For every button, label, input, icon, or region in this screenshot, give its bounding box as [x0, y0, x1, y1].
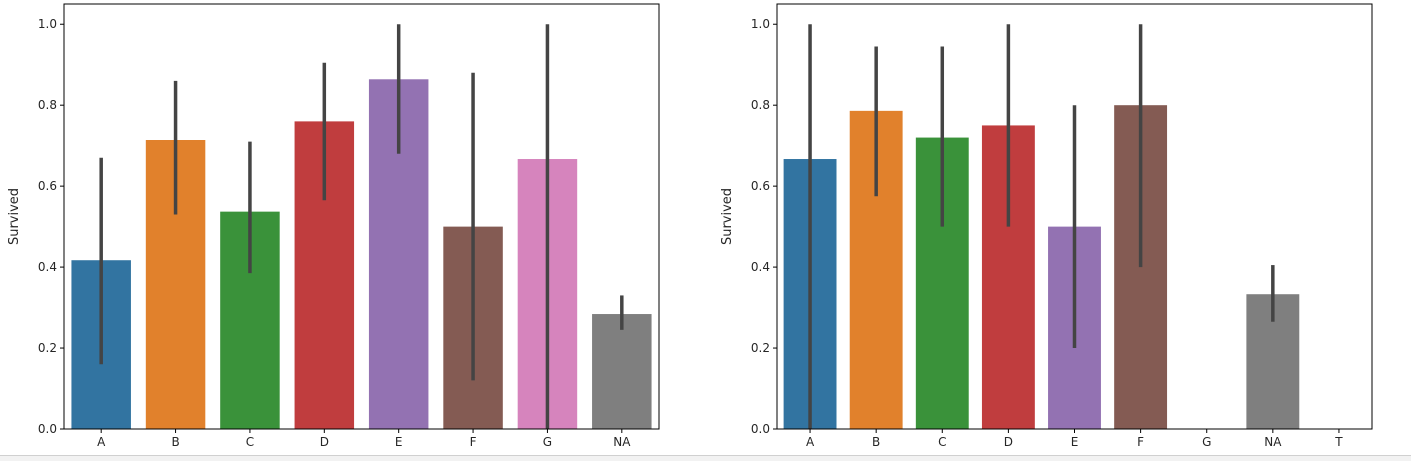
x-tick-label: D [1004, 435, 1013, 449]
y-tick-label: 0.6 [751, 179, 770, 193]
y-axis-title: Survived [7, 188, 22, 245]
y-tick-label: 0.8 [38, 98, 57, 112]
x-tick-label: G [543, 435, 552, 449]
x-tick-label: D [320, 435, 329, 449]
x-tick-label: A [806, 435, 815, 449]
x-tick-label: C [938, 435, 946, 449]
y-tick-label: 0.8 [751, 98, 770, 112]
x-tick-label: NA [613, 435, 631, 449]
y-tick-label: 0.0 [38, 422, 57, 436]
y-tick-label: 0.0 [751, 422, 770, 436]
plot-frame [63, 3, 660, 430]
y-tick-label: 0.4 [38, 260, 57, 274]
x-tick-label: NA [1264, 435, 1282, 449]
y-tick-label: 1.0 [38, 17, 57, 31]
bottom-scroll-edge [0, 455, 1411, 461]
y-axis-title: Survived [720, 188, 735, 245]
y-tick-label: 0.2 [38, 341, 57, 355]
chart-1: A B C D E F G NA 0.0 0.2 0.4 0.6 0.8 1.0 Survived [7, 3, 660, 449]
bar-NA [592, 314, 652, 429]
x-tick-label: E [1071, 435, 1079, 449]
y-tick-label: 0.4 [751, 260, 770, 274]
y-tick-label: 0.2 [751, 341, 770, 355]
x-tick-label: B [171, 435, 179, 449]
plot-frame [776, 3, 1373, 430]
x-tick-label: E [395, 435, 403, 449]
x-tick-label: C [246, 435, 254, 449]
chart-2: A B C D E F G NA T 0.0 0.2 0.4 0.6 0.8 1.0 Survived [720, 3, 1373, 449]
x-tick-label: F [1137, 435, 1144, 449]
x-tick-label: G [1202, 435, 1211, 449]
x-tick-label: A [97, 435, 106, 449]
x-tick-label: F [470, 435, 477, 449]
x-tick-label: B [872, 435, 880, 449]
x-tick-label: T [1334, 435, 1343, 449]
y-tick-label: 0.6 [38, 179, 57, 193]
y-tick-label: 1.0 [751, 17, 770, 31]
